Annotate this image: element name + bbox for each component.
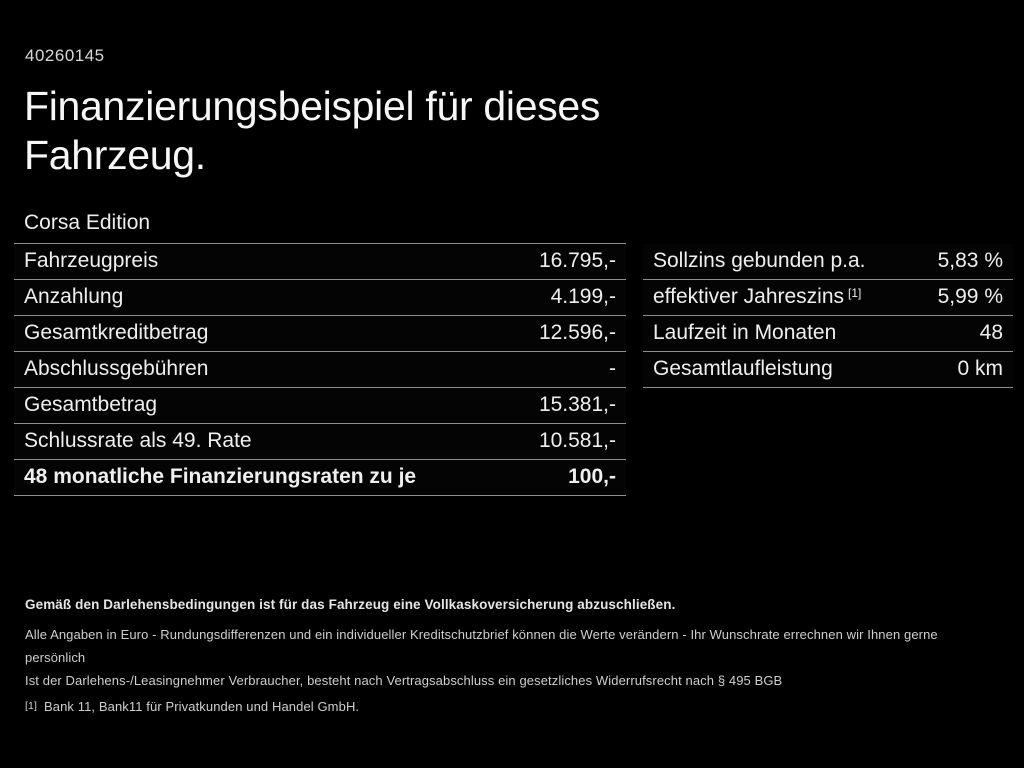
row-label: Laufzeit in Monaten — [653, 321, 837, 344]
table-row-abschlussgebuehren: Abschlussgebühren - — [14, 352, 626, 388]
row-value: 16.795,- — [538, 249, 616, 272]
table-row-effektiver-jahreszins: effektiver Jahreszins [1] 5,99 % — [643, 280, 1013, 316]
footnote-bank-reference: [1] Bank 11, Bank11 für Privatkunden und … — [25, 699, 1000, 714]
footnote-disclaimer-2: Ist der Darlehens-/Leasingnehmer Verbrau… — [25, 673, 783, 688]
table-row-schlussrate: Schlussrate als 49. Rate 10.581,- — [14, 424, 626, 460]
row-value: 12.596,- — [538, 321, 616, 344]
row-value: 5,99 % — [937, 285, 1003, 308]
row-value: 0 km — [957, 357, 1003, 380]
row-value: 48 — [979, 321, 1003, 344]
table-row-monatsraten: 48 monatliche Finanzierungsraten zu je 1… — [14, 460, 626, 496]
footnote-ref-text: Bank 11, Bank11 für Privatkunden und Han… — [43, 699, 360, 714]
footnotes-block: Gemäß den Darlehensbedingungen ist für d… — [25, 597, 1000, 714]
footnote-insurance: Gemäß den Darlehensbedingungen ist für d… — [25, 597, 676, 612]
table-row-gesamtkreditbetrag: Gesamtkreditbetrag 12.596,- — [14, 316, 626, 352]
row-label: Gesamtlaufleistung — [653, 357, 833, 380]
row-value: 100,- — [568, 465, 616, 488]
document-id: 40260145 — [25, 46, 105, 65]
page-title-line1: Finanzierungsbeispiel für dieses — [24, 83, 601, 129]
vehicle-model-label: Corsa Edition — [24, 211, 151, 234]
row-label: Fahrzeugpreis — [24, 249, 159, 272]
financing-table-left: Fahrzeugpreis 16.795,- Anzahlung 4.199,-… — [14, 243, 626, 496]
page-title-line2: Fahrzeug. — [24, 132, 206, 178]
footnote-disclaimer-1: Alle Angaben in Euro - Rundungsdifferenz… — [25, 627, 938, 665]
row-value: 15.381,- — [538, 393, 616, 416]
row-value: 5,83 % — [937, 249, 1003, 272]
row-label: 48 monatliche Finanzierungsraten zu je — [24, 465, 417, 488]
row-label: Sollzins gebunden p.a. — [653, 249, 866, 272]
table-row-gesamtlaufleistung: Gesamtlaufleistung 0 km — [643, 352, 1013, 388]
table-row-sollzins: Sollzins gebunden p.a. 5,83 % — [643, 244, 1013, 280]
footnote-marker-sup: [1] — [848, 286, 862, 300]
footnote-ref-marker: [1] — [25, 700, 37, 712]
row-value: 4.199,- — [550, 285, 616, 308]
row-label: Abschlussgebühren — [24, 357, 209, 380]
financing-table-right: Sollzins gebunden p.a. 5,83 % effektiver… — [643, 243, 1013, 388]
table-row-gesamtbetrag: Gesamtbetrag 15.381,- — [14, 388, 626, 424]
row-label: Gesamtkreditbetrag — [24, 321, 209, 344]
page-title: Finanzierungsbeispiel für dieses Fahrzeu… — [24, 82, 600, 180]
table-row-fahrzeugpreis: Fahrzeugpreis 16.795,- — [14, 244, 626, 280]
row-label: Schlussrate als 49. Rate — [24, 429, 252, 452]
table-row-anzahlung: Anzahlung 4.199,- — [14, 280, 626, 316]
row-value: 10.581,- — [538, 429, 616, 452]
row-value: - — [609, 357, 616, 380]
table-row-laufzeit: Laufzeit in Monaten 48 — [643, 316, 1013, 352]
row-label: Anzahlung — [24, 285, 124, 308]
row-label: Gesamtbetrag — [24, 393, 158, 416]
row-label: effektiver Jahreszins [1] — [653, 285, 862, 308]
